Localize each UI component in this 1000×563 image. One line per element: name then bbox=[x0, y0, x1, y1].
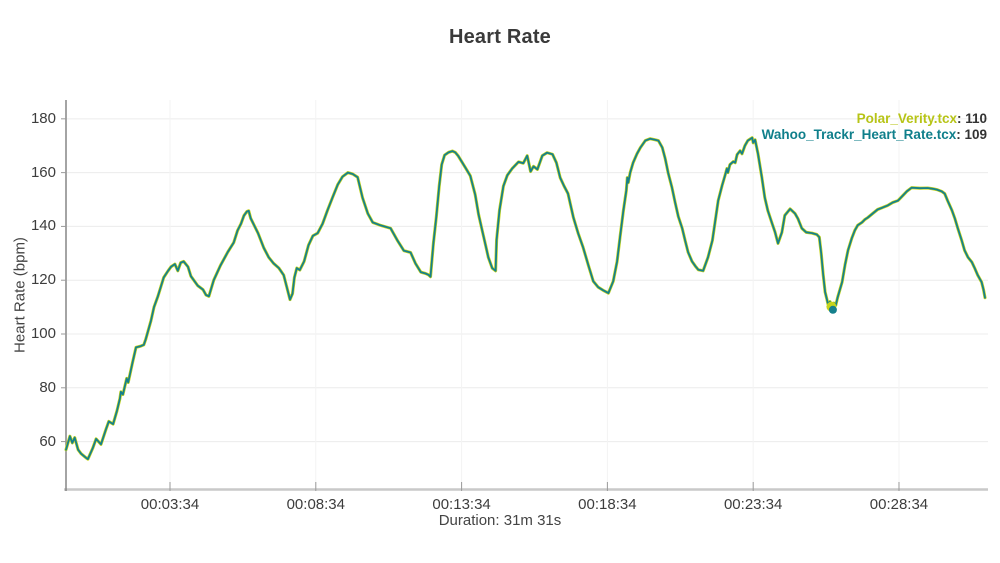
x-tick-label: 00:13:34 bbox=[432, 496, 491, 513]
y-tick-label-100: 100 bbox=[30, 325, 56, 342]
x-tick-label: 00:28:34 bbox=[869, 496, 929, 513]
legend-series-name-polar: Polar_Verity.tcx bbox=[856, 111, 957, 126]
legend-series-value-polar: : 110 bbox=[956, 111, 987, 126]
y-tick-label-140: 140 bbox=[30, 217, 56, 235]
legend-row: Wahoo_Trackr_Heart_Rate.tcx: 109 bbox=[762, 127, 987, 143]
y-tick-label-60: 60 bbox=[39, 432, 56, 450]
x-tick-label: 00:18:34 bbox=[578, 496, 637, 513]
series-line-polar[interactable] bbox=[64, 136, 987, 461]
y-tick-label-160: 160 bbox=[30, 163, 56, 181]
x-tick-label: 00:08:34 bbox=[286, 496, 345, 513]
y-tick-label-120: 120 bbox=[30, 271, 56, 289]
y-tick-label-80: 80 bbox=[39, 378, 56, 396]
x-tick-label: 00:03:34 bbox=[140, 496, 200, 513]
x-tick-label: 00:23:34 bbox=[723, 496, 783, 513]
legend-series-value-wahoo: : 109 bbox=[956, 127, 987, 142]
legend-series-name-wahoo: Wahoo_Trackr_Heart_Rate.tcx bbox=[761, 127, 957, 142]
series-line-wahoo[interactable] bbox=[65, 136, 986, 461]
chart-title: Heart Rate bbox=[448, 26, 552, 48]
x-axis-title: Duration: 31m 31s bbox=[438, 512, 562, 529]
legend: Polar_Verity.tcx: 110 Wahoo_Trackr_Heart… bbox=[762, 111, 987, 143]
cursor-marker-wahoo bbox=[828, 305, 837, 314]
y-tick-label-180: 180 bbox=[30, 109, 56, 127]
legend-row: Polar_Verity.tcx: 110 bbox=[762, 111, 987, 127]
